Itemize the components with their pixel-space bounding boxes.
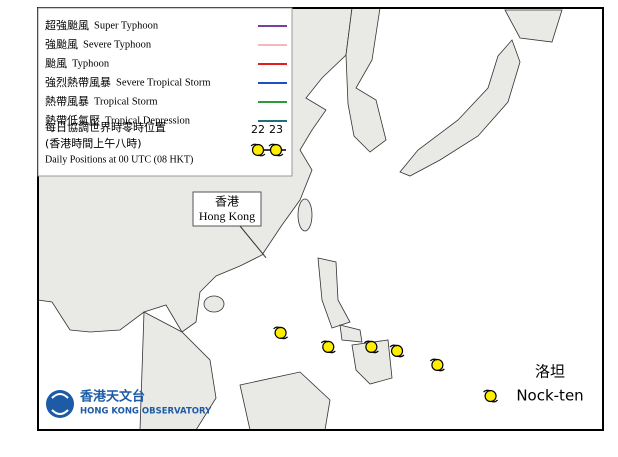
daily-marker xyxy=(251,143,265,157)
storm-track xyxy=(273,326,499,403)
marker-swirl xyxy=(389,344,405,358)
legend-daily-zh2: (香港時間上午八時) xyxy=(45,137,142,150)
marker-swirl xyxy=(363,340,379,354)
legend-daily-label: 22 xyxy=(251,123,265,136)
legend-en: Typhoon xyxy=(72,58,110,69)
legend-en: Severe Tropical Storm xyxy=(116,77,211,88)
marker-swirl xyxy=(429,358,445,372)
legend-en: Severe Typhoon xyxy=(83,39,152,50)
logo-en: HONG KONG OBSERVATORY xyxy=(80,407,212,417)
storm-name-zh: 洛坦 xyxy=(535,363,565,381)
legend-en: Tropical Depression xyxy=(105,115,191,126)
marker-swirl xyxy=(268,143,284,157)
marker-swirl xyxy=(483,389,499,403)
logo-swirl xyxy=(51,393,69,415)
storm-name-en: Nock-ten xyxy=(516,387,583,405)
logo: 香港天文台 HONG KONG OBSERVATORY xyxy=(46,389,212,418)
daily-marker xyxy=(269,143,283,157)
legend-zh: 超強颱風 xyxy=(45,18,89,32)
legend: 超強颱風 Super Typhoon 強颱風 Severe Typhoon 颱風 Typh… xyxy=(37,7,293,177)
legend-zh: 強颱風 xyxy=(45,38,78,51)
legend-zh: 颱風 xyxy=(45,57,67,70)
legend-zh: 強烈熱帶風暴 xyxy=(45,75,111,89)
marker-swirl xyxy=(273,326,289,340)
logo-zh: 香港天文台 xyxy=(79,389,145,405)
daily-marker xyxy=(274,326,287,339)
legend-daily-label: 23 xyxy=(269,123,283,136)
daily-marker xyxy=(322,340,335,353)
legend-daily-zh: 每日協調世界時零時位置 xyxy=(45,120,166,134)
daily-marker xyxy=(484,389,497,403)
hk-pointer xyxy=(239,225,267,258)
hk-en: Hong Kong xyxy=(199,209,255,223)
daily-marker xyxy=(390,344,404,358)
marker-swirl xyxy=(320,340,336,354)
hk-zh: 香港 xyxy=(215,195,239,209)
daily-marker xyxy=(365,340,378,353)
legend-daily-en: Daily Positions at 00 UTC (08 HKT) xyxy=(45,154,193,165)
legend-zh: 熱帶低氣壓 xyxy=(45,113,100,127)
map-frame xyxy=(37,7,604,431)
legend-en: Super Typhoon xyxy=(94,20,159,31)
daily-marker xyxy=(431,358,444,372)
label-box xyxy=(192,191,262,227)
marker-swirl xyxy=(250,143,266,157)
legend-en: Tropical Storm xyxy=(94,96,158,107)
legend-zh: 熱帶風暴 xyxy=(45,95,89,108)
legend-box xyxy=(37,7,293,177)
hong-kong-label: 香港 Hong Kong xyxy=(192,191,267,258)
